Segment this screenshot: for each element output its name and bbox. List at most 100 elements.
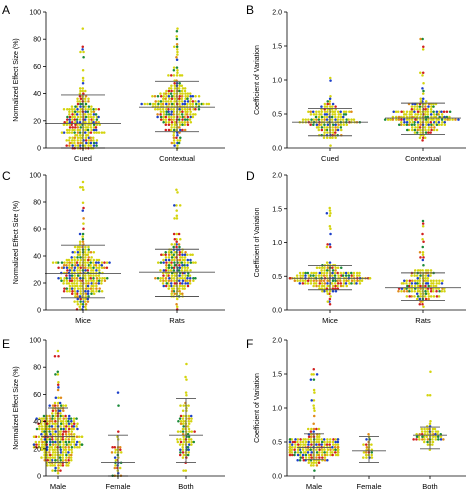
data-point	[70, 141, 73, 145]
data-point	[421, 258, 425, 262]
data-point	[67, 448, 71, 452]
data-point	[63, 276, 66, 280]
data-point	[178, 282, 182, 285]
data-point	[331, 128, 335, 132]
data-point	[76, 248, 79, 251]
data-point	[71, 115, 74, 119]
data-point	[175, 66, 179, 69]
data-point	[290, 443, 294, 446]
data-point	[310, 461, 313, 465]
y-tick-label: 60	[33, 64, 41, 71]
data-point	[336, 271, 339, 275]
data-point	[79, 102, 82, 106]
data-point	[56, 388, 60, 392]
data-point	[172, 115, 176, 119]
data-point	[79, 113, 82, 116]
data-point	[177, 419, 180, 423]
data-point	[82, 92, 85, 95]
data-point	[87, 120, 91, 124]
data-point	[408, 110, 412, 114]
data-point	[415, 297, 419, 301]
data-point	[183, 89, 187, 93]
data-point	[320, 438, 323, 441]
data-point	[67, 445, 71, 449]
data-point	[153, 94, 157, 98]
data-point	[391, 118, 395, 121]
data-point	[344, 282, 348, 285]
data-point	[170, 289, 174, 293]
data-point	[178, 107, 181, 111]
data-point	[312, 367, 316, 371]
data-point	[325, 451, 329, 454]
data-point	[170, 263, 173, 267]
data-point	[431, 289, 435, 293]
data-point	[194, 94, 197, 98]
data-point	[84, 282, 88, 285]
data-point	[187, 440, 191, 444]
data-point	[78, 269, 82, 272]
data-point	[38, 427, 41, 431]
category-label: Cued	[74, 154, 92, 163]
data-point	[309, 435, 313, 439]
data-point	[164, 128, 168, 132]
data-point	[414, 126, 417, 129]
y-tick-label: 0.5	[272, 112, 282, 119]
data-point	[365, 438, 368, 441]
data-point	[68, 113, 71, 116]
data-point	[75, 282, 79, 285]
data-point	[65, 128, 69, 132]
data-point	[83, 118, 87, 121]
data-point	[81, 45, 85, 49]
data-point	[94, 261, 98, 264]
data-point	[169, 128, 173, 132]
data-point	[172, 232, 176, 236]
data-point	[188, 118, 192, 121]
data-point	[331, 274, 334, 277]
data-point	[45, 417, 49, 420]
data-point	[315, 451, 319, 454]
data-point	[67, 414, 71, 418]
data-point	[312, 271, 316, 275]
data-point	[181, 274, 184, 277]
data-point	[416, 131, 419, 134]
data-point	[172, 136, 176, 140]
data-point	[70, 440, 73, 444]
data-point	[421, 232, 424, 236]
data-point	[51, 427, 54, 431]
data-point	[428, 422, 432, 426]
data-point	[185, 393, 188, 397]
data-point	[172, 113, 175, 116]
data-point	[345, 284, 348, 288]
data-point	[344, 113, 348, 116]
data-point	[336, 443, 340, 446]
data-point	[437, 113, 440, 116]
data-point	[413, 105, 416, 108]
data-point	[342, 271, 345, 275]
data-point	[59, 404, 63, 407]
data-point	[337, 113, 340, 116]
data-point	[426, 269, 430, 272]
data-point	[79, 292, 82, 296]
data-point	[68, 118, 71, 121]
data-point	[184, 279, 187, 283]
data-point	[167, 100, 170, 103]
data-point	[294, 443, 297, 446]
data-point	[86, 289, 90, 293]
data-point	[169, 100, 173, 103]
data-point	[188, 274, 192, 277]
data-point	[94, 263, 98, 267]
data-point	[337, 115, 340, 119]
data-point	[325, 211, 329, 215]
data-point	[333, 113, 337, 116]
data-point	[165, 263, 168, 267]
data-point	[159, 269, 162, 272]
data-point	[427, 105, 430, 108]
data-point	[159, 115, 163, 119]
data-point	[89, 250, 93, 254]
data-point	[98, 276, 101, 280]
data-point	[164, 123, 168, 127]
data-point	[172, 287, 176, 290]
data-point	[405, 118, 409, 121]
